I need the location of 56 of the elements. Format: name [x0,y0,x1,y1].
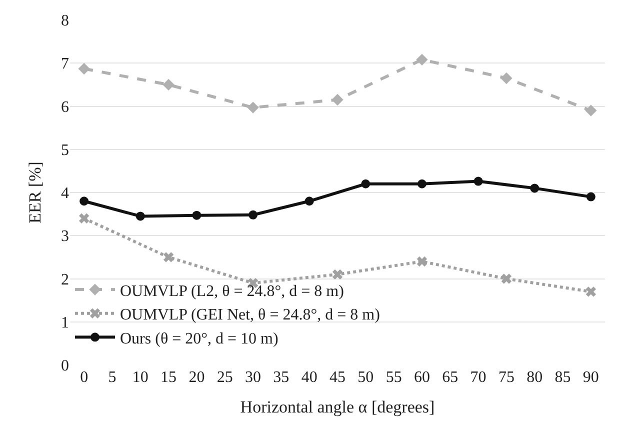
legend-label: OUMVLP (GEI Net, θ = 24.8°, d = 8 m) [120,306,380,324]
y-tick-label: 5 [61,142,69,159]
y-tick-label: 0 [61,358,69,375]
x-tick-label: 70 [470,369,486,386]
y-tick-label: 4 [61,185,69,202]
point [586,192,596,202]
point [247,102,259,114]
point [474,176,483,186]
x-tick-label: 25 [216,369,233,386]
x-tick-label: 35 [273,369,290,386]
x-tick-label: 60 [414,369,430,386]
x-tick-label: 10 [132,369,148,386]
y-tick-label: 1 [61,314,69,332]
point [586,286,596,297]
x-tick-label: 5 [108,369,116,386]
x-tick-label: 65 [442,369,458,386]
y-tick-label: 8 [61,12,69,30]
point [78,62,90,75]
point [332,269,343,280]
point [163,252,174,262]
x-tick-label: 45 [330,369,346,386]
point [500,72,512,84]
x-tick-label: 75 [498,369,514,386]
point [585,104,597,116]
point [501,274,512,284]
legend-label: Ours (θ = 20°, d = 10 m) [120,330,278,348]
x-tick-label: 30 [245,369,262,386]
point [416,54,428,66]
point [530,184,540,193]
x-tick-label: 85 [554,369,571,386]
x-tick-label: 80 [526,369,543,386]
point [80,196,89,206]
point [417,179,426,188]
point [136,212,145,221]
point [304,196,314,206]
legend-label: OUMVLP (L2, θ = 24.8°, d = 8 m) [120,282,344,300]
y-tick-label: 6 [61,98,69,116]
x-tick-label: 90 [582,369,599,386]
x-tick-label: 0 [80,369,88,386]
x-tick-label: 40 [301,369,318,386]
x-tick-label: 55 [386,369,402,386]
y-tick-label: 7 [61,56,69,73]
point [416,256,428,267]
y-axis-title: EER [%] [26,162,45,224]
point [332,94,344,106]
point [78,213,90,224]
point [248,210,258,220]
point [192,210,202,220]
y-tick-label: 3 [61,228,69,246]
x-tick-label: 15 [160,369,177,386]
x-tick-label: 50 [358,369,374,386]
x-axis-title: Horizontal angle α [degrees] [240,397,435,416]
point [361,179,370,188]
x-tick-label: 20 [188,369,205,386]
y-tick-label: 2 [61,271,69,288]
point [162,78,174,91]
